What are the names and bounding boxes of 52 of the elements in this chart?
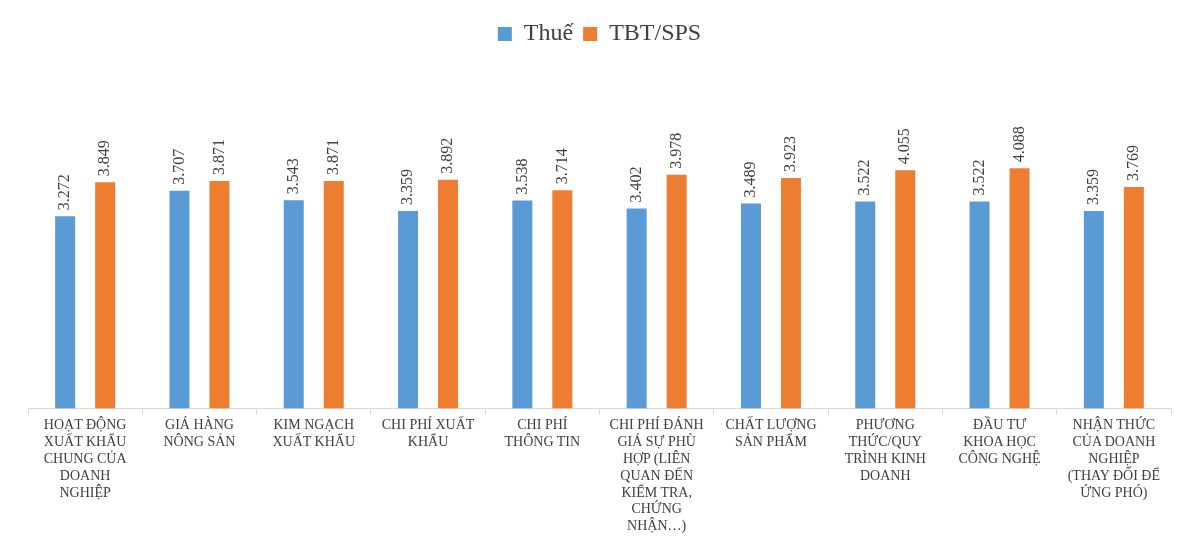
data-label: 3.892 [438,137,456,174]
bar [438,179,459,409]
x-tick-label: HOẠT ĐỘNG XUẤT KHẨU CHUNG CỦA DOANH NGHIỆP [43,416,128,500]
x-tick-label: CHI PHÍ XUẤT KHẨU [381,416,475,450]
data-label: 3.489 [741,161,759,198]
legend-label: TBT/SPS [609,19,702,46]
bar [969,201,990,409]
bar [169,190,190,409]
data-label: 3.923 [781,135,799,172]
data-label: 3.522 [969,159,987,196]
bar [855,201,876,409]
bar [55,216,76,409]
x-tick-label: KIM NGẠCH XUẤT KHẨU [272,417,356,450]
data-label: 3.769 [1124,145,1142,182]
data-label: 3.522 [855,159,873,196]
data-label: 3.871 [323,139,341,176]
x-tick-label: NHẬN THỨC CỦA DOANH NGHIỆP (THAY ĐỔI ĐỂ ỨNG PHÓ) [1067,416,1160,501]
x-tick-label: PHƯƠNG THỨC/QUY TRÌNH KINH DOANH [844,417,926,483]
bar [626,208,647,409]
bar [209,181,230,409]
bar [512,200,533,409]
legend-label: Thuế [523,19,575,46]
x-tick-label: CHẤT LƯỢNG SẢN PHẨM [725,416,817,450]
data-label: 3.272 [55,174,73,211]
data-label: 4.055 [895,128,913,165]
x-tick-label: ĐẦU TƯ KHOA HỌC CÔNG NGHỆ [958,416,1041,467]
data-label: 3.402 [626,166,644,203]
bar [666,174,687,409]
data-label: 3.871 [209,139,227,176]
data-label: 3.714 [552,148,570,185]
bar [323,181,344,409]
data-label: 3.707 [169,148,187,185]
bar [552,190,573,409]
data-label: 3.978 [666,132,684,169]
bar [95,182,116,409]
x-tick-label: CHI PHÍ THÔNG TIN [504,416,581,450]
bar [283,200,304,409]
bar [398,211,419,409]
data-label: 3.543 [283,158,301,195]
x-tick-label: GIÁ HÀNG NÔNG SẢN [163,416,236,450]
data-label: 3.849 [95,140,113,177]
bar [1123,187,1144,409]
x-tick-label: CHI PHÍ ĐÁNH GIÁ SỰ PHÙ HỢP (LIÊN QUAN ĐẾN KIỂM TRA, CHỨNG NHẬN…) [609,416,704,535]
data-label: 3.359 [398,169,416,206]
bar [895,170,916,409]
data-label: 3.538 [512,158,530,195]
data-label: 3.359 [1084,169,1102,206]
bar [1083,211,1104,409]
bar [780,177,801,409]
data-label: 4.088 [1009,126,1027,163]
bar [1009,168,1030,409]
bar [740,203,761,409]
